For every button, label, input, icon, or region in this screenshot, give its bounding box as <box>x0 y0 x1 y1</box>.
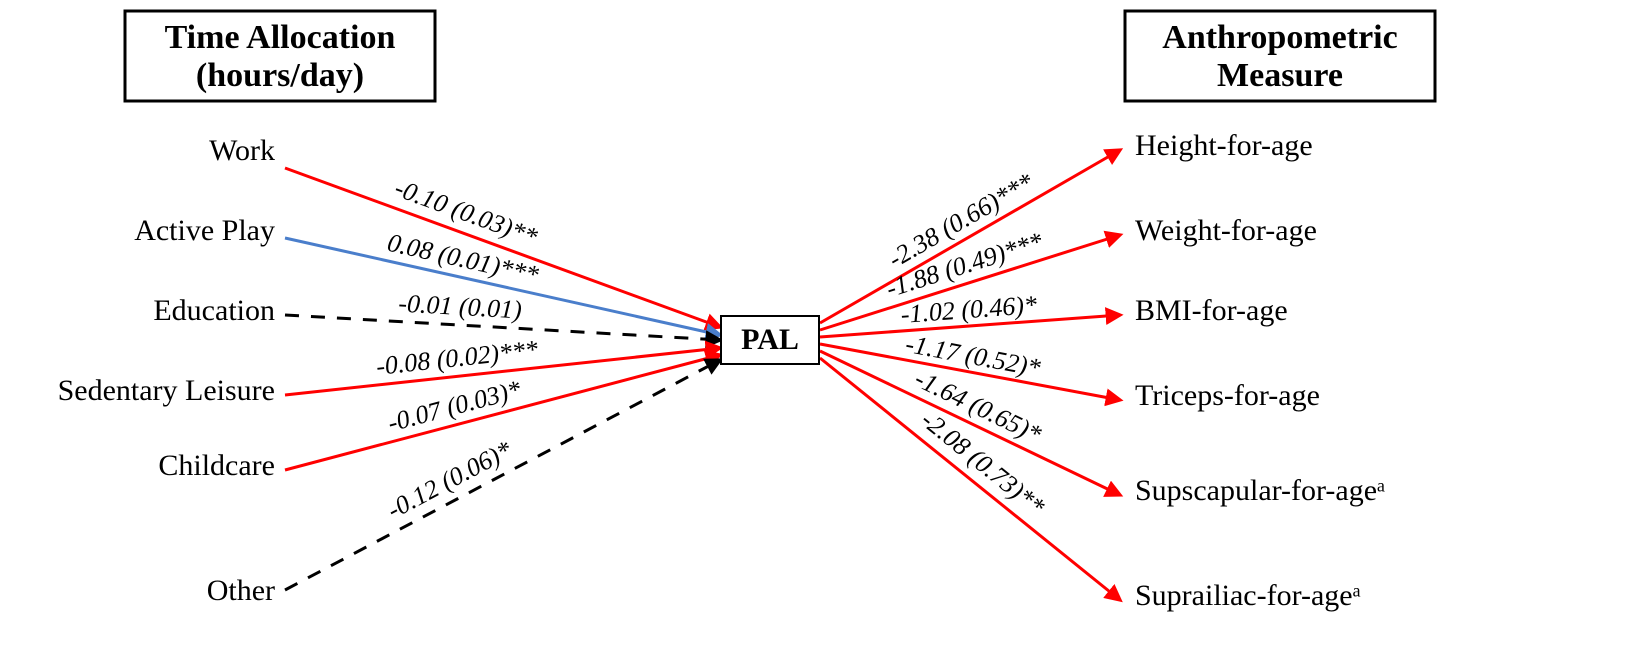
right-node-height: Height-for-age <box>1135 129 1313 162</box>
right-node-suprail: Suprailiac-for-ageᵃ <box>1135 579 1361 612</box>
left-node-work: Work <box>209 134 275 167</box>
right-node-triceps: Triceps-for-age <box>1135 379 1320 412</box>
right-node-bmi: BMI-for-age <box>1135 294 1288 327</box>
left-header-line1: Time Allocation <box>165 19 396 56</box>
left-header-line2: (hours/day) <box>196 57 364 94</box>
right-node-weight: Weight-for-age <box>1135 214 1317 247</box>
edge-label: -0.07 (0.03)* <box>385 375 524 438</box>
left-node-active: Active Play <box>134 214 275 247</box>
right-header-line1: Anthropometric <box>1162 19 1397 56</box>
edge-label: -0.08 (0.02)*** <box>375 335 540 381</box>
left-node-education: Education <box>153 294 275 327</box>
edge-label: -0.01 (0.01) <box>398 288 523 324</box>
left-node-sedentary: Sedentary Leisure <box>58 374 275 407</box>
left-node-childcare: Childcare <box>158 449 275 482</box>
right-header-line2: Measure <box>1217 57 1343 94</box>
center-node-label: PAL <box>741 323 799 356</box>
right-node-subscap: Supscapular-for-ageᵃ <box>1135 474 1385 507</box>
path-diagram: -0.10 (0.03)**0.08 (0.01)***-0.01 (0.01)… <box>0 0 1650 667</box>
left-node-other: Other <box>207 574 275 607</box>
